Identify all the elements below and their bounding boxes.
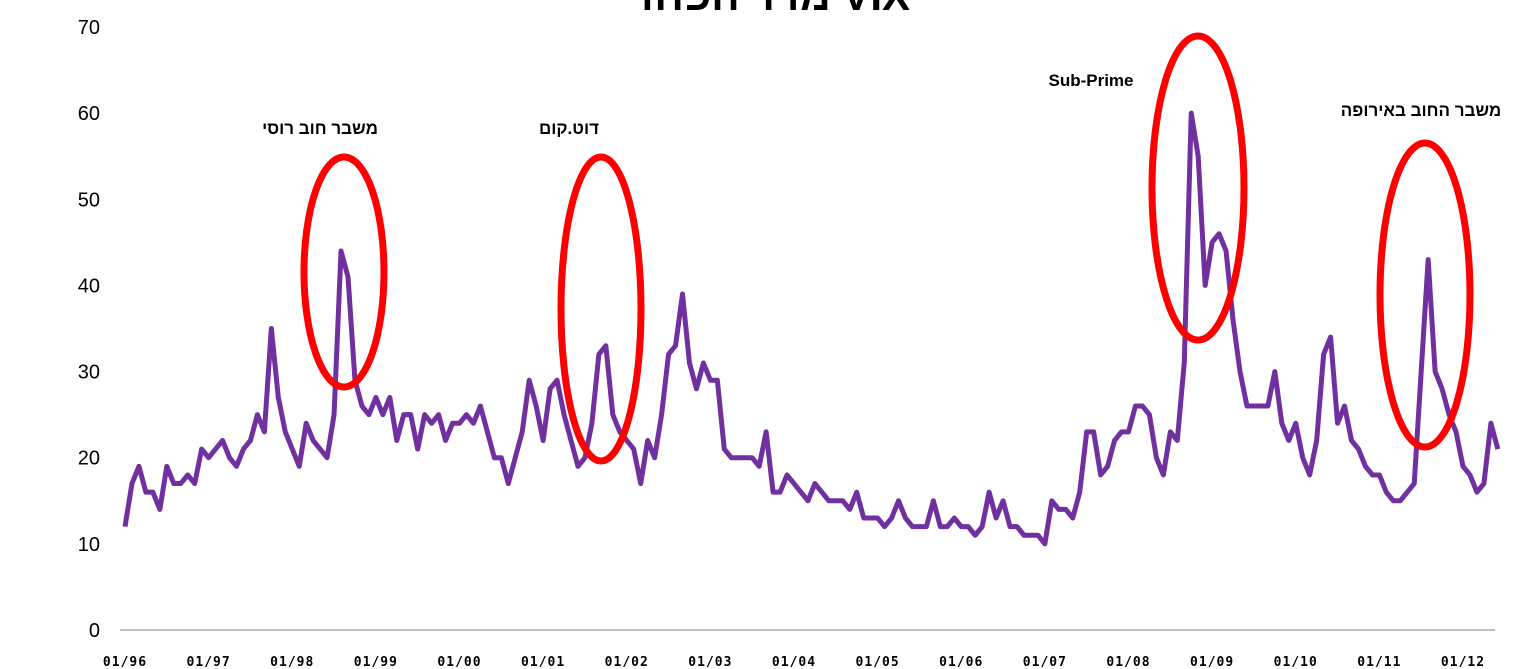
x-tick-label: 01/07 [1023,655,1067,669]
x-tick-label: 01/06 [939,655,983,669]
annotation: דוט.קום [539,119,599,138]
x-tick-label: 01/00 [437,655,481,669]
highlights [300,32,1474,465]
y-tick-label: 70 [78,17,100,39]
x-tick-label: 01/99 [354,655,398,669]
annotation: משבר החוב באירופה [1341,101,1502,120]
x-tick-label: 01/04 [772,655,816,669]
annotation: משבר חוב רוסי [262,119,378,138]
x-tick-label: 01/02 [605,655,649,669]
x-tick-label: 01/01 [521,655,565,669]
highlight-ellipse [1376,139,1474,451]
x-tick-label: 01/08 [1106,655,1150,669]
y-tick-label: 50 [78,189,100,211]
y-tick-label: 20 [78,448,100,470]
x-tick-label: 01/11 [1357,655,1401,669]
highlight-ellipse [1148,32,1248,344]
highlight-ellipse [300,153,388,391]
x-tick-label: 01/03 [688,655,732,669]
y-tick-label: 30 [78,362,100,384]
x-tick-label: 01/12 [1441,655,1485,669]
y-tick-label: 0 [89,620,100,642]
x-tick-label: 01/09 [1190,655,1234,669]
highlight-ellipse [557,153,645,465]
x-tick-label: 01/97 [187,655,231,669]
x-tick-label: 01/05 [856,655,900,669]
y-tick-label: 60 [78,103,100,125]
y-tick-label: 10 [78,534,100,556]
chart-title: מדד הפחד VIX [630,0,910,19]
annotation: Sub-Prime [1048,71,1133,90]
data-line [122,110,1501,547]
x-tick-label: 01/96 [103,655,147,669]
x-tick-label: 01/10 [1274,655,1318,669]
y-tick-label: 40 [78,275,100,297]
x-tick-label: 01/98 [270,655,314,669]
